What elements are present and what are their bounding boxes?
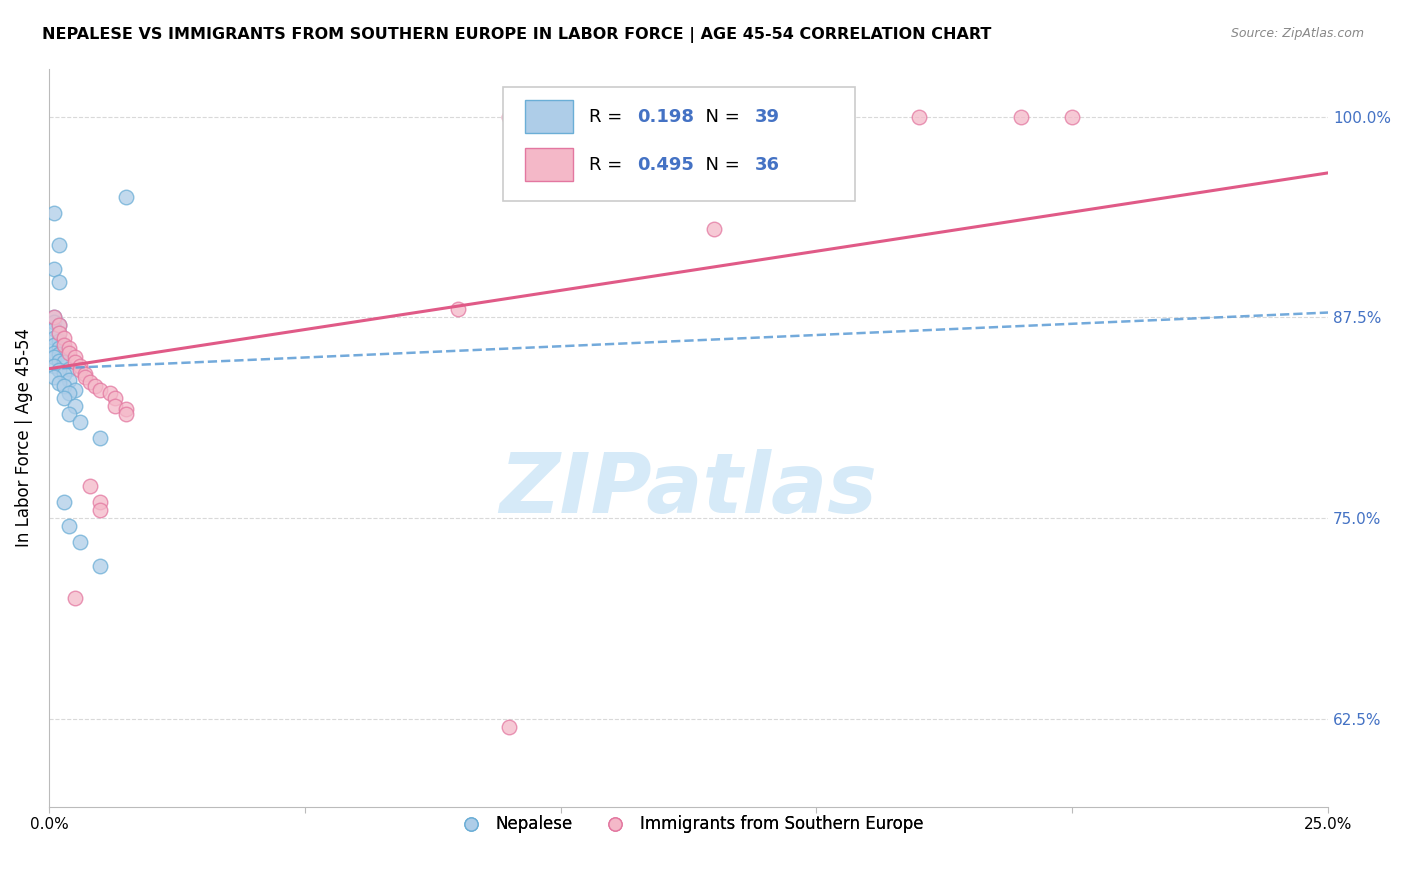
Y-axis label: In Labor Force | Age 45-54: In Labor Force | Age 45-54 [15, 328, 32, 548]
Text: N =: N = [693, 108, 745, 126]
Point [498, 720, 520, 734]
Point [63, 351, 86, 365]
Point [42, 315, 65, 329]
Point [58, 341, 80, 355]
Point [48, 238, 70, 252]
Point [69, 363, 91, 377]
Text: ZIPatlas: ZIPatlas [499, 449, 877, 530]
Point [48, 334, 70, 349]
Point [53, 367, 76, 381]
Point [42, 331, 65, 345]
Point [831, 110, 853, 124]
Text: NEPALESE VS IMMIGRANTS FROM SOUTHERN EUROPE IN LABOR FORCE | AGE 45-54 CORRELATI: NEPALESE VS IMMIGRANTS FROM SOUTHERN EUR… [42, 27, 991, 43]
Point [42, 206, 65, 220]
Point [42, 310, 65, 325]
Point [652, 110, 675, 124]
Point [53, 495, 76, 509]
Point [48, 376, 70, 391]
Point [447, 302, 470, 317]
Point [58, 519, 80, 533]
Point [53, 391, 76, 405]
Text: 39: 39 [755, 108, 780, 126]
Point [53, 343, 76, 357]
Point [1062, 110, 1084, 124]
Point [42, 359, 65, 373]
Point [48, 347, 70, 361]
Point [53, 355, 76, 369]
Point [58, 373, 80, 387]
Point [53, 379, 76, 393]
Point [42, 262, 65, 277]
Point [42, 369, 65, 384]
Point [42, 351, 65, 365]
Point [498, 110, 520, 124]
Point [114, 401, 136, 416]
Point [1010, 110, 1032, 124]
Point [69, 535, 91, 549]
Point [89, 431, 111, 445]
Text: N =: N = [693, 155, 745, 174]
Point [728, 110, 751, 124]
Point [69, 359, 91, 373]
Point [89, 559, 111, 574]
Text: R =: R = [589, 108, 628, 126]
Point [79, 375, 101, 389]
Point [53, 331, 76, 345]
Point [73, 369, 96, 384]
Point [104, 399, 127, 413]
Point [114, 190, 136, 204]
Point [42, 321, 65, 335]
FancyBboxPatch shape [524, 148, 574, 181]
Point [69, 415, 91, 429]
Point [63, 399, 86, 413]
Point [42, 337, 65, 351]
Point [48, 326, 70, 341]
Point [89, 495, 111, 509]
Point [114, 407, 136, 421]
Point [575, 110, 598, 124]
Point [58, 345, 80, 359]
Point [63, 591, 86, 606]
Point [703, 222, 725, 236]
Point [907, 110, 929, 124]
Text: Source: ZipAtlas.com: Source: ZipAtlas.com [1230, 27, 1364, 40]
Point [42, 345, 65, 359]
Point [48, 326, 70, 341]
Point [79, 479, 101, 493]
Point [48, 275, 70, 289]
Point [48, 318, 70, 333]
Point [48, 363, 70, 377]
FancyBboxPatch shape [524, 100, 574, 133]
Point [104, 391, 127, 405]
Point [84, 379, 107, 393]
Point [48, 341, 70, 355]
Point [58, 407, 80, 421]
Point [48, 318, 70, 333]
Point [63, 383, 86, 397]
Text: 0.495: 0.495 [637, 155, 695, 174]
Point [58, 385, 80, 400]
Text: 0.198: 0.198 [637, 108, 695, 126]
Point [53, 337, 76, 351]
Point [63, 355, 86, 369]
Text: R =: R = [589, 155, 628, 174]
Point [48, 353, 70, 368]
Text: 36: 36 [755, 155, 780, 174]
Point [58, 361, 80, 376]
Point [42, 310, 65, 325]
Point [100, 385, 122, 400]
Point [89, 503, 111, 517]
Point [89, 383, 111, 397]
FancyBboxPatch shape [503, 87, 855, 202]
Point [73, 367, 96, 381]
Legend: Nepalese, Immigrants from Southern Europe: Nepalese, Immigrants from Southern Europ… [447, 808, 929, 839]
